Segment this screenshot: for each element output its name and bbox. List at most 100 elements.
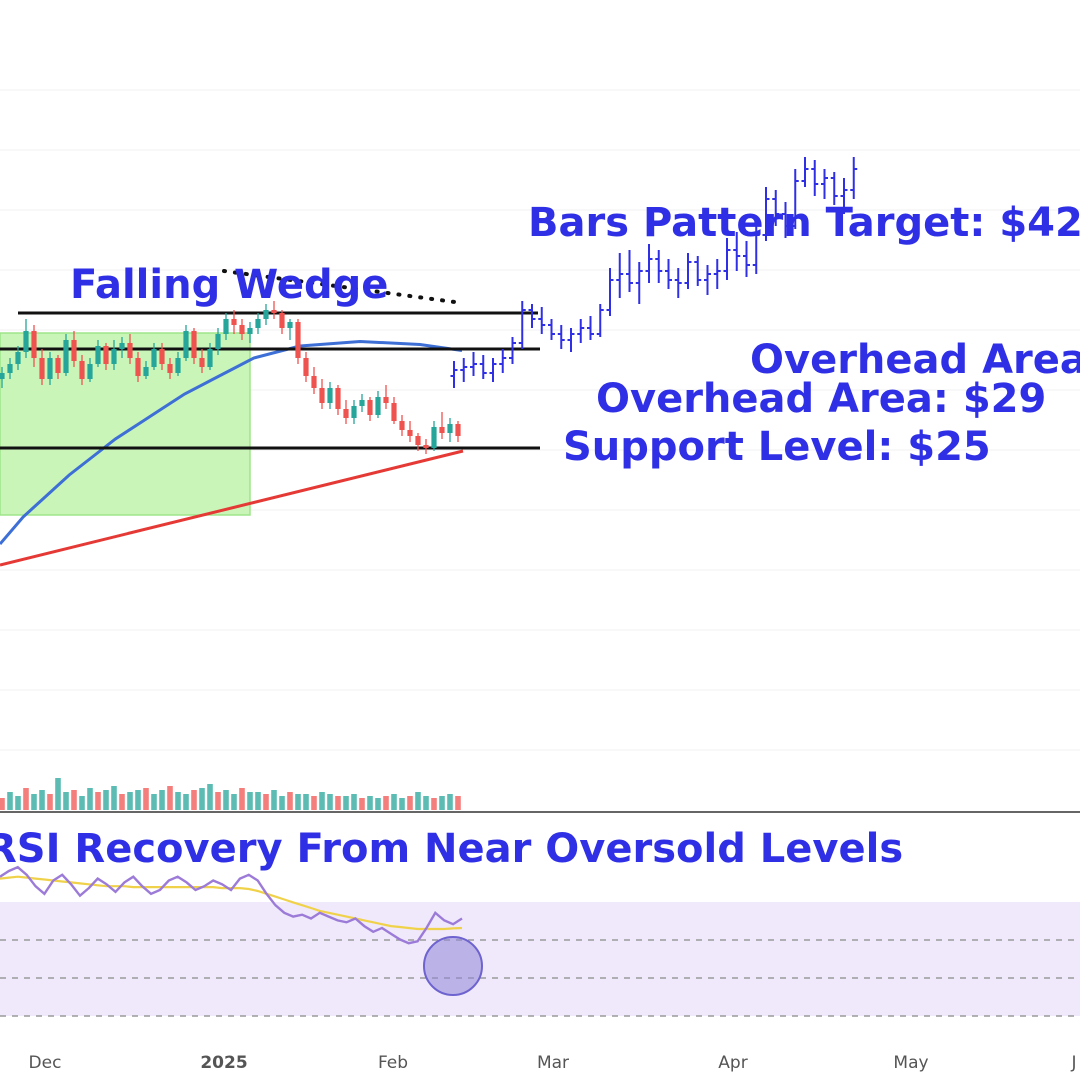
rsi-highlight-circle — [423, 936, 483, 996]
projected-bar-32 — [762, 187, 770, 241]
candle-13 — [103, 343, 109, 370]
annotation-target: Bars Pattern Target: $42 — [528, 200, 1080, 246]
volume-bars — [0, 778, 461, 810]
volume-bar-12 — [95, 792, 101, 810]
candle-31 — [247, 322, 253, 343]
volume-bar-30 — [239, 788, 245, 810]
x-tick-label-1: 2025 — [200, 1053, 247, 1073]
volume-bar-14 — [111, 786, 117, 810]
volume-bar-55 — [439, 796, 445, 810]
volume-bar-57 — [455, 796, 461, 810]
volume-bar-53 — [423, 796, 429, 810]
volume-bar-31 — [247, 792, 253, 810]
projected-bar-8 — [528, 304, 536, 328]
candle-34 — [271, 301, 277, 319]
x-tick-label-0: Dec — [29, 1053, 62, 1073]
volume-bar-34 — [271, 790, 277, 810]
candle-35 — [279, 310, 285, 334]
projected-bar-3 — [479, 355, 487, 379]
volume-bar-49 — [391, 794, 397, 810]
volume-bar-0 — [0, 798, 5, 810]
x-tick-label-3: Mar — [537, 1053, 569, 1073]
volume-bar-4 — [31, 794, 37, 810]
volume-bar-29 — [231, 794, 237, 810]
moving-average-red — [0, 449, 464, 567]
volume-bar-24 — [191, 790, 197, 810]
projected-bar-5 — [499, 349, 507, 373]
candle-52 — [415, 433, 421, 451]
rsi-lines — [0, 865, 463, 945]
projected-bar-15 — [596, 304, 604, 337]
annotation-support: Support Level: $25 — [563, 424, 991, 470]
projected-bar-31 — [752, 223, 760, 274]
projected-bar-38 — [821, 169, 828, 199]
projected-bar-16 — [606, 268, 614, 316]
candle-9 — [71, 331, 77, 367]
projected-bar-1 — [460, 358, 468, 382]
projected-bar-18 — [626, 250, 633, 292]
projected-bar-33 — [772, 190, 780, 226]
projected-bar-2 — [470, 352, 477, 376]
candle-46 — [367, 397, 373, 421]
projected-bar-41 — [850, 157, 858, 199]
projected-bar-29 — [733, 232, 741, 271]
candle-6 — [47, 352, 53, 385]
candle-44 — [351, 400, 357, 424]
rsi-levels — [0, 939, 1080, 1017]
projected-bar-27 — [713, 259, 721, 289]
candle-16 — [127, 334, 133, 364]
annotation-rsi: RSI Recovery From Near Oversold Levels — [0, 826, 903, 872]
wedge-upper-dotted-line — [222, 269, 464, 305]
projected-bar-12 — [567, 328, 575, 352]
volume-bar-52 — [415, 792, 421, 810]
volume-bar-23 — [183, 794, 189, 810]
x-tick-label-6: J — [1070, 1053, 1076, 1073]
volume-bar-28 — [223, 790, 229, 810]
candle-5 — [39, 349, 45, 385]
projected-bar-34 — [782, 202, 789, 238]
candle-29 — [231, 310, 237, 334]
projected-bar-7 — [518, 301, 526, 349]
moving-average-blue — [0, 344, 301, 545]
volume-bar-50 — [399, 798, 405, 810]
projected-bar-36 — [801, 157, 809, 187]
volume-bar-46 — [367, 796, 373, 810]
volume-bar-17 — [135, 790, 141, 810]
projected-bar-28 — [723, 238, 731, 280]
candle-38 — [303, 352, 309, 382]
projected-bar-24 — [684, 253, 692, 289]
x-tick-label-2: Feb — [378, 1053, 408, 1073]
candlesticks — [0, 301, 461, 454]
volume-bar-33 — [263, 794, 269, 810]
candle-2 — [15, 346, 21, 370]
volume-bar-20 — [159, 790, 165, 810]
volume-bar-19 — [151, 794, 157, 810]
candle-18 — [143, 361, 149, 379]
candle-1 — [7, 358, 13, 379]
x-tick-label-4: Apr — [718, 1053, 747, 1073]
annotations: Bars Pattern Target: $42 Falling Wedge O… — [0, 200, 1080, 872]
projected-bar-39 — [830, 172, 838, 205]
candle-49 — [391, 397, 397, 424]
volume-bar-39 — [311, 796, 317, 810]
annotation-wedge: Falling Wedge — [70, 262, 388, 308]
projected-bar-4 — [489, 358, 497, 382]
rsi-line — [0, 865, 463, 945]
volume-bar-27 — [215, 792, 221, 810]
volume-bar-44 — [351, 794, 357, 810]
x-tick-label-5: May — [893, 1053, 928, 1073]
volume-bar-25 — [199, 788, 205, 810]
candle-51 — [407, 421, 413, 442]
annotation-overhead-upper: Overhead Area: — [750, 337, 1080, 383]
projected-bars — [450, 157, 858, 388]
candle-33 — [263, 304, 269, 325]
volume-bar-56 — [447, 794, 453, 810]
candle-4 — [31, 325, 37, 367]
volume-bar-37 — [295, 794, 301, 810]
projected-bar-35 — [791, 169, 799, 229]
volume-bar-15 — [119, 794, 125, 810]
candle-19 — [151, 343, 157, 370]
volume-bar-7 — [55, 778, 61, 810]
volume-bar-51 — [407, 796, 413, 810]
